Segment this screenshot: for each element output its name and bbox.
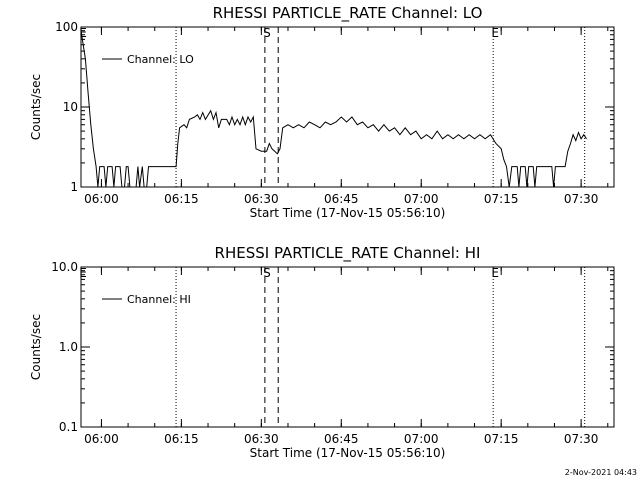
marker-label: E [491,26,499,40]
x-axis-label: Start Time (17-Nov-15 05:56:10) [250,206,446,220]
plot-frame [80,26,615,188]
x-tick-label: 06:45 [324,192,359,206]
x-tick-label: 07:15 [484,432,519,446]
x-tick-label: 07:00 [404,192,439,206]
marker-label: S [263,26,271,40]
x-axis-label: Start Time (17-Nov-15 05:56:10) [250,446,446,460]
y-tick-label: 1.0 [59,340,78,354]
x-tick-label: 07:00 [404,432,439,446]
chart-title: RHESSI PARTICLE_RATE Channel: HI [215,244,481,263]
y-axis-label: Counts/sec [29,74,43,140]
x-tick-label: 06:00 [84,432,119,446]
x-tick-label: 06:45 [324,432,359,446]
series-line [81,30,587,187]
y-tick-label: 100 [55,20,78,34]
x-tick-label: 06:30 [244,192,279,206]
chart-title: RHESSI PARTICLE_RATE Channel: LO [213,4,483,23]
y-tick-label: 10.0 [51,260,78,274]
x-tick-label: 06:15 [164,192,199,206]
marker-label: S [263,266,271,280]
plot-frame [80,266,615,428]
y-tick-label: 1 [70,180,78,194]
marker-label: E [79,266,87,280]
y-axis-label: Counts/sec [29,314,43,380]
x-tick-label: 06:00 [84,192,119,206]
x-tick-label: 06:30 [244,432,279,446]
legend-label: Channel: LO [127,53,194,66]
x-tick-label: 06:15 [164,432,199,446]
hi-channel-panel: RHESSI PARTICLE_RATE Channel: HI 0.1 1.0 10… [29,244,615,460]
y-tick-label: 0.1 [59,420,78,434]
generation-timestamp: 2-Nov-2021 04:43 [565,468,637,477]
x-tick-label: 07:15 [484,192,519,206]
y-tick-label: 10 [63,100,78,114]
x-tick-label: 07:30 [564,192,599,206]
marker-label: E [79,26,87,40]
lo-channel-panel: RHESSI PARTICLE_RATE Channel: LO 1 10 100 06… [29,4,615,220]
legend-label: Channel: HI [127,293,191,306]
marker-label: E [491,266,499,280]
x-tick-label: 07:30 [564,432,599,446]
